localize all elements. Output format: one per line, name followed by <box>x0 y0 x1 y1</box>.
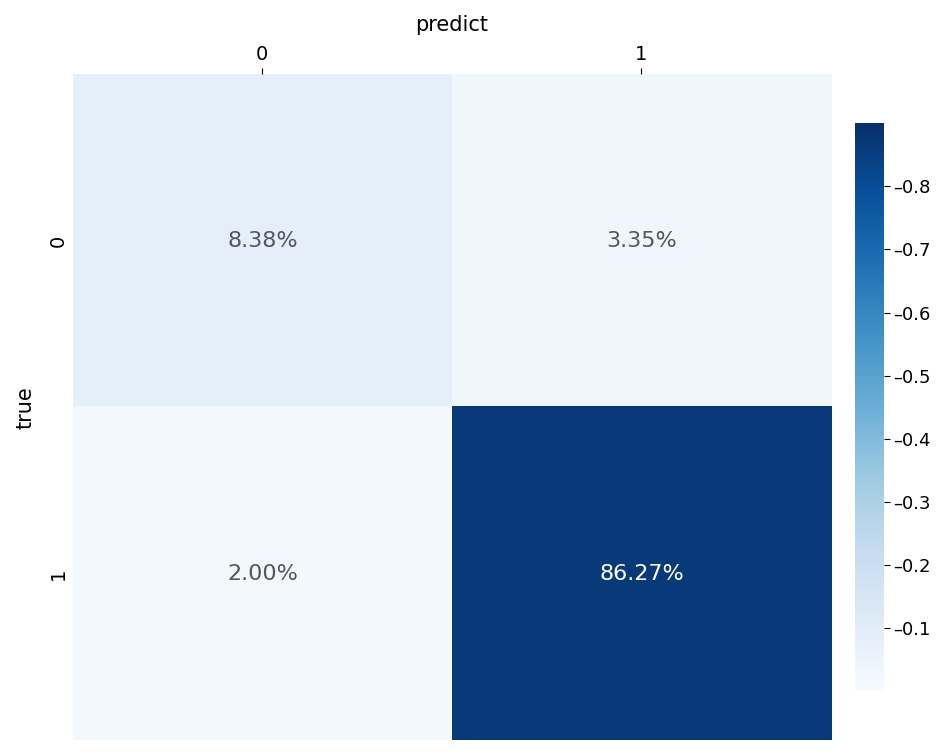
Text: 8.38%: 8.38% <box>227 231 298 251</box>
Text: 3.35%: 3.35% <box>606 231 676 251</box>
Text: 86.27%: 86.27% <box>599 563 684 584</box>
X-axis label: predict: predict <box>415 15 488 35</box>
Text: 2.00%: 2.00% <box>227 563 298 584</box>
Y-axis label: true: true <box>15 386 35 429</box>
